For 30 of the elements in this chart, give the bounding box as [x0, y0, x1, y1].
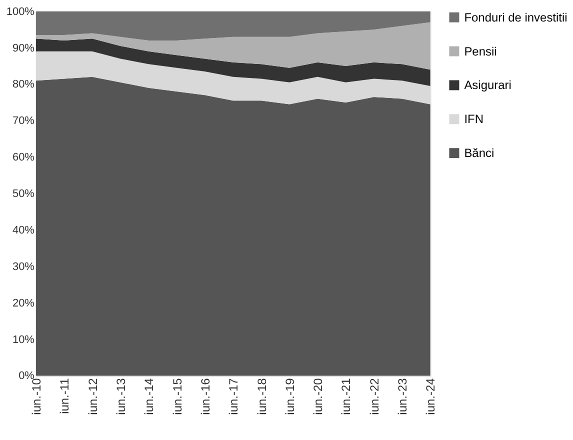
legend-label: Bănci [464, 146, 494, 160]
y-tick-label: 60% [12, 152, 35, 164]
y-tick-label: 100% [6, 6, 35, 18]
x-tick-label: iun.-11 [58, 378, 72, 414]
x-tick-label: iun.-16 [198, 378, 212, 415]
legend-label: Asigurari [464, 78, 512, 92]
x-tick-label: iun.-13 [114, 378, 128, 415]
y-tick-label: 80% [12, 78, 35, 91]
y-tick-label: 30% [12, 260, 35, 273]
legend-label: Pensii [464, 44, 497, 58]
x-tick-label: iun.-22 [367, 378, 382, 415]
x-tick-label: iun.-21 [339, 378, 354, 415]
x-tick-label: iun.-24 [424, 378, 438, 415]
x-tick-label: iun.-10 [29, 378, 44, 415]
legend-label: IFN [464, 112, 484, 126]
x-tick-label: iun.-20 [311, 378, 326, 415]
y-tick-label: 20% [12, 297, 35, 310]
y-tick-label: 40% [12, 224, 35, 236]
x-tick-label: iun.-15 [170, 378, 184, 415]
x-tick-label: iun.-18 [254, 378, 269, 415]
x-tick-label: iun.-12 [86, 378, 100, 415]
legend-label: Fonduri de investitii [464, 10, 568, 24]
x-tick-label: iun.-23 [396, 378, 410, 415]
y-tick-label: 50% [12, 188, 35, 200]
x-tick-label: iun.-17 [226, 378, 241, 415]
x-tick-label: iun.-14 [142, 378, 156, 415]
y-tick-label: 10% [12, 334, 35, 346]
y-tick-label: 90% [12, 42, 35, 54]
x-tick-label: iun.-19 [282, 378, 297, 415]
y-tick-label: 70% [12, 115, 35, 128]
